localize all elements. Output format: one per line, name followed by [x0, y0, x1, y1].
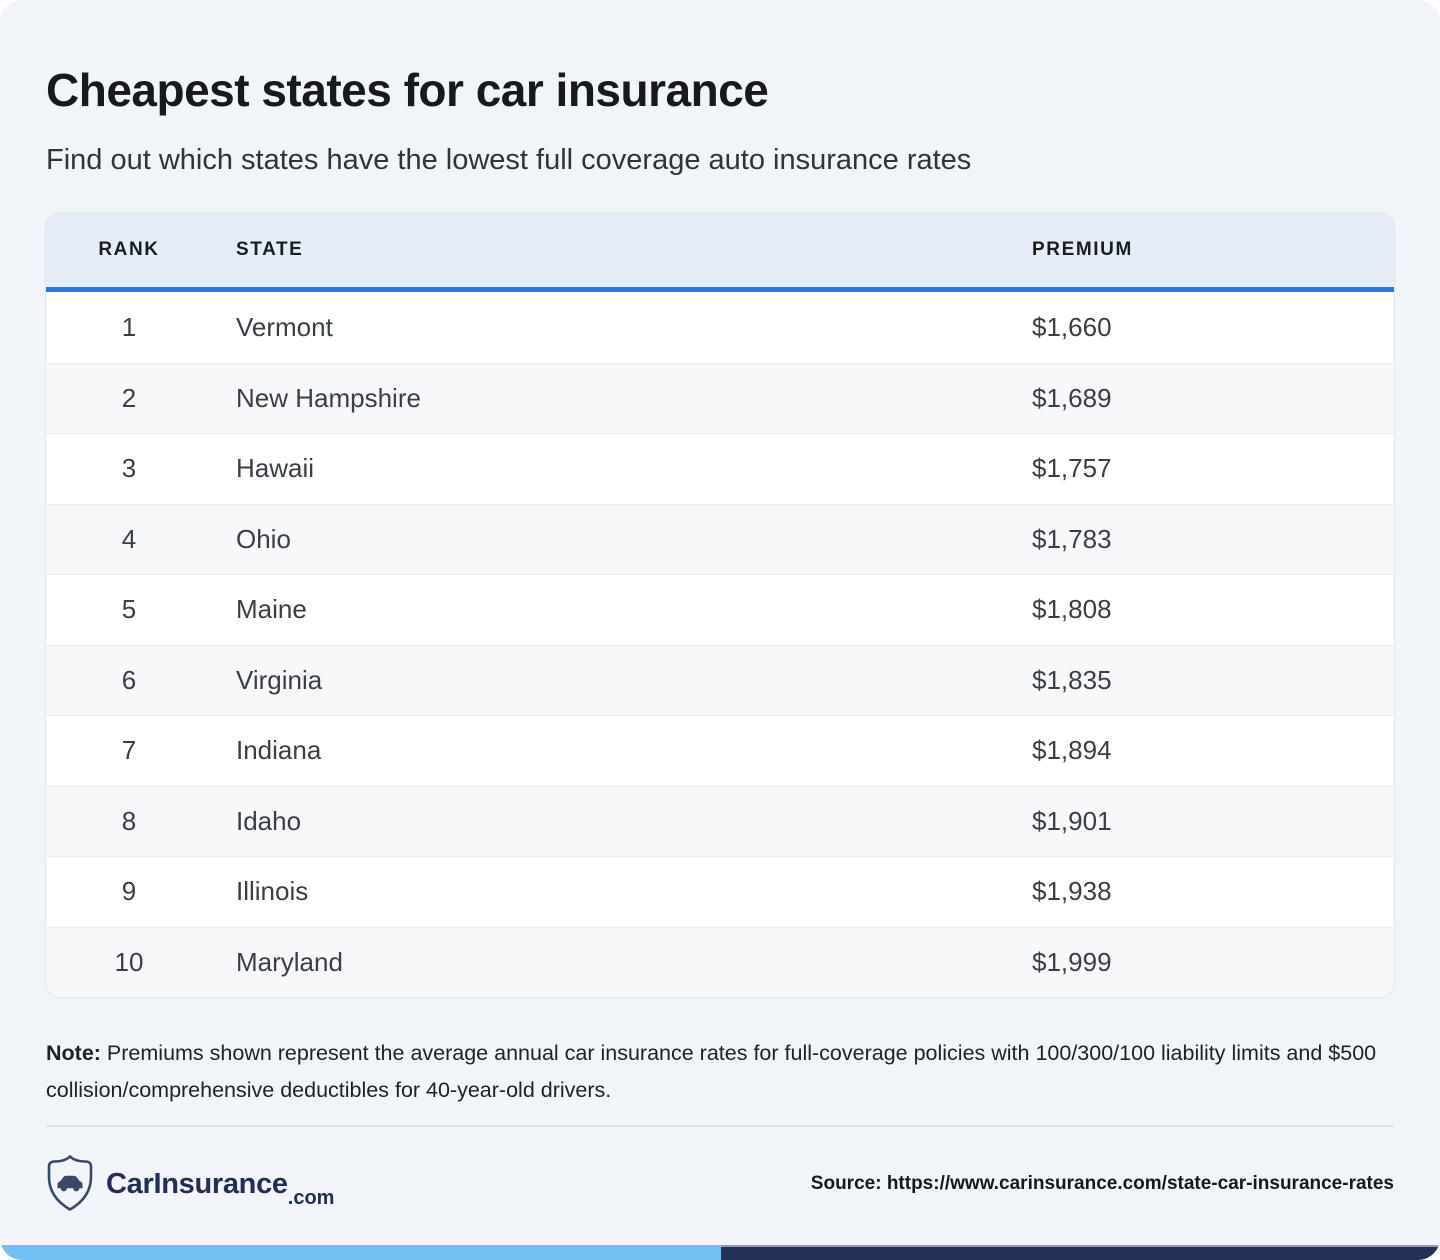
rank-cell: 4 — [121, 523, 137, 554]
column-header-premium: PREMIUM — [1032, 239, 1133, 260]
premium-cell: $1,783 — [1032, 523, 1112, 554]
state-cell: Maine — [236, 594, 307, 625]
rank-cell: 1 — [121, 311, 137, 342]
bar-right-segment — [720, 1245, 1440, 1260]
table-row: 8 Idaho $1,901 — [46, 785, 1394, 856]
table-row: 3 Hawaii $1,757 — [46, 433, 1394, 504]
table-row: 7 Indiana $1,894 — [46, 715, 1394, 786]
table-row: 9 Illinois $1,938 — [46, 856, 1394, 927]
table-row: 6 Virginia $1,835 — [46, 644, 1394, 715]
state-cell: Indiana — [236, 735, 322, 766]
table-header-row: RANK STATE PREMIUM — [46, 213, 1394, 292]
rank-cell: 7 — [121, 735, 137, 766]
rank-cell: 10 — [114, 946, 144, 977]
column-header-state: STATE — [236, 239, 304, 260]
table-body: 1 Vermont $1,660 2 New Hampshire $1,689 3 Hawai… — [46, 292, 1394, 997]
premium-cell: $1,808 — [1032, 594, 1112, 625]
state-cell: Hawaii — [236, 453, 315, 484]
state-cell: Vermont — [236, 311, 333, 342]
state-cell: Virginia — [236, 664, 323, 695]
state-cell: New Hampshire — [236, 382, 421, 413]
premium-cell: $1,894 — [1032, 735, 1112, 766]
bottom-accent-bar — [0, 1245, 1440, 1260]
column-header-rank: RANK — [98, 239, 160, 260]
rank-cell: 3 — [121, 453, 137, 484]
rank-cell: 2 — [121, 382, 137, 413]
rates-table: RANK STATE PREMIUM 1 Vermont $1,660 2 New Ha… — [46, 213, 1394, 997]
table-row: 10 Maryland $1,999 — [46, 926, 1394, 997]
premium-cell: $1,938 — [1032, 876, 1112, 907]
source-text: Source: https://www.carinsurance.com/sta… — [810, 1173, 1394, 1194]
page-subtitle: Find out which states have the lowest fu… — [46, 144, 972, 176]
rank-cell: 8 — [121, 805, 137, 836]
bar-left-segment — [0, 1245, 721, 1260]
page-title: Cheapest states for car insurance — [46, 64, 769, 116]
note-label: Note: — [46, 1041, 101, 1065]
table-row: 1 Vermont $1,660 — [46, 292, 1394, 363]
footer: CarInsurance .com Source: https://www.car… — [46, 1155, 1394, 1213]
rank-cell: 9 — [121, 876, 137, 907]
premium-cell: $1,757 — [1032, 453, 1112, 484]
rank-cell: 5 — [121, 594, 137, 625]
brand-name: CarInsurance — [106, 1167, 288, 1200]
premium-cell: $1,901 — [1032, 805, 1112, 836]
table-row: 5 Maine $1,808 — [46, 574, 1394, 645]
state-cell: Ohio — [236, 523, 291, 554]
note-body: Premiums shown represent the average ann… — [46, 1041, 1377, 1102]
brand-tld: .com — [287, 1187, 335, 1209]
state-cell: Idaho — [236, 805, 302, 836]
state-cell: Illinois — [236, 876, 309, 907]
premium-cell: $1,999 — [1032, 946, 1112, 977]
note-text: Note: Premiums shown represent the avera… — [46, 1035, 1394, 1109]
shield-car-icon — [46, 1155, 94, 1213]
state-cell: Maryland — [236, 946, 343, 977]
table-row: 4 Ohio $1,783 — [46, 503, 1394, 574]
rank-cell: 6 — [121, 664, 137, 695]
premium-cell: $1,835 — [1032, 664, 1112, 695]
premium-cell: $1,660 — [1032, 311, 1112, 342]
premium-cell: $1,689 — [1032, 382, 1112, 413]
table-row: 2 New Hampshire $1,689 — [46, 362, 1394, 433]
footer-divider — [46, 1125, 1394, 1127]
brand-logo: CarInsurance .com — [46, 1155, 334, 1213]
